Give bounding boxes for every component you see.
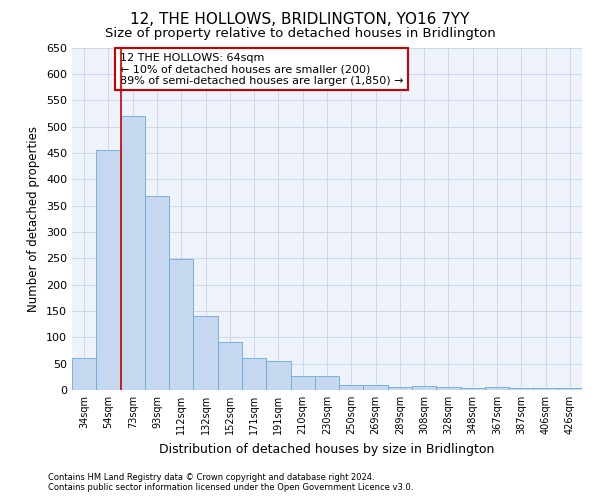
Bar (290, 376, 315, 390)
Text: Contains HM Land Registry data © Crown copyright and database right 2024.: Contains HM Land Registry data © Crown c… (48, 474, 374, 482)
Bar (533, 388, 558, 390)
Bar (388, 388, 412, 390)
Bar (558, 388, 582, 390)
Bar (412, 386, 436, 390)
Bar (461, 388, 485, 390)
Text: 12 THE HOLLOWS: 64sqm
← 10% of detached houses are smaller (200)
89% of semi-det: 12 THE HOLLOWS: 64sqm ← 10% of detached … (119, 52, 403, 86)
Bar (169, 260, 193, 390)
Text: 12, THE HOLLOWS, BRIDLINGTON, YO16 7YY: 12, THE HOLLOWS, BRIDLINGTON, YO16 7YY (130, 12, 470, 28)
Bar (193, 316, 218, 390)
Bar (436, 388, 461, 390)
Bar (266, 361, 290, 390)
Bar (96, 150, 121, 390)
Text: Size of property relative to detached houses in Bridlington: Size of property relative to detached ho… (104, 28, 496, 40)
Bar (242, 358, 266, 390)
Bar (364, 384, 388, 390)
Bar (218, 342, 242, 390)
Bar (339, 384, 364, 390)
X-axis label: Distribution of detached houses by size in Bridlington: Distribution of detached houses by size … (160, 442, 494, 456)
Bar (145, 196, 169, 390)
Bar (509, 388, 533, 390)
Bar (121, 116, 145, 390)
Text: Contains public sector information licensed under the Open Government Licence v3: Contains public sector information licen… (48, 484, 413, 492)
Bar (72, 358, 96, 390)
Bar (485, 388, 509, 390)
Bar (315, 376, 339, 390)
Y-axis label: Number of detached properties: Number of detached properties (28, 126, 40, 312)
